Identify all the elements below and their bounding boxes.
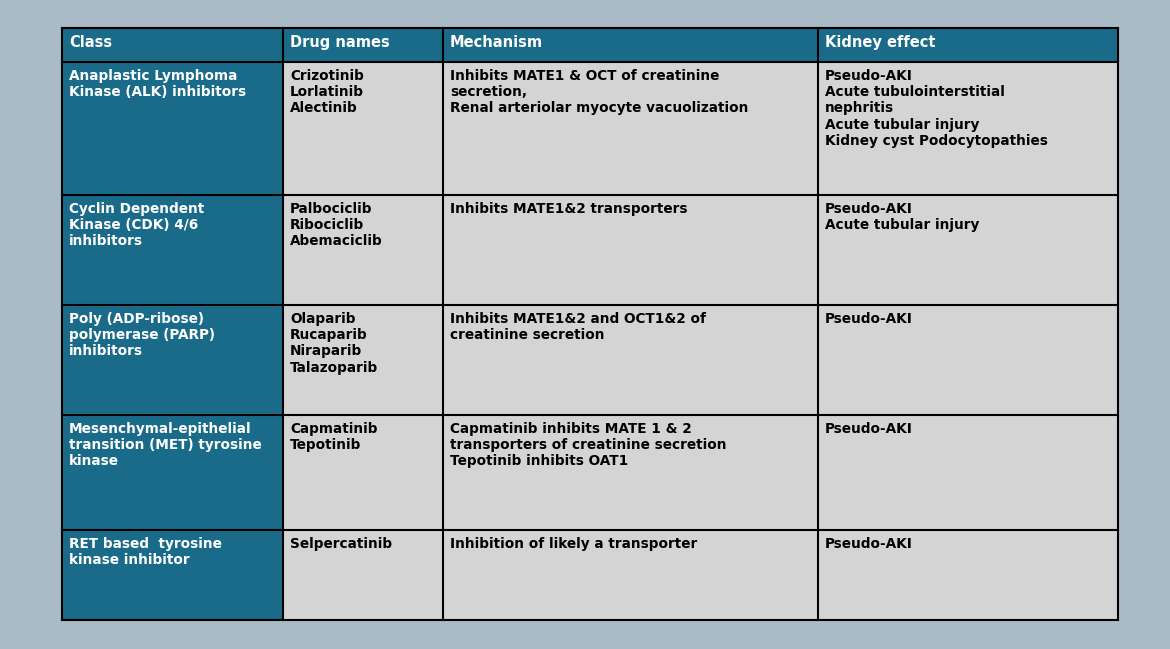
Text: Inhibits MATE1&2 transporters: Inhibits MATE1&2 transporters: [450, 202, 688, 216]
Bar: [818, 62, 1119, 195]
Bar: [443, 195, 818, 305]
Text: Capmatinib
Tepotinib: Capmatinib Tepotinib: [290, 422, 378, 452]
Text: Mesenchymal-epithelial
transition (MET) tyrosine
kinase: Mesenchymal-epithelial transition (MET) …: [69, 422, 262, 469]
Bar: [818, 28, 1119, 62]
Bar: [62, 195, 283, 305]
Text: Olaparib
Rucaparib
Niraparib
Talazoparib: Olaparib Rucaparib Niraparib Talazoparib: [290, 312, 378, 374]
Text: Drug names: Drug names: [290, 35, 390, 50]
Text: Inhibits MATE1&2 and OCT1&2 of
creatinine secretion: Inhibits MATE1&2 and OCT1&2 of creatinin…: [450, 312, 706, 342]
Bar: [283, 62, 443, 195]
Bar: [62, 530, 283, 620]
Text: Pseudo-AKI: Pseudo-AKI: [825, 312, 913, 326]
Text: Pseudo-AKI: Pseudo-AKI: [825, 537, 913, 551]
Text: Capmatinib inhibits MATE 1 & 2
transporters of creatinine secretion
Tepotinib in: Capmatinib inhibits MATE 1 & 2 transport…: [450, 422, 727, 469]
Text: Selpercatinib: Selpercatinib: [290, 537, 392, 551]
Text: Kidney effect: Kidney effect: [825, 35, 936, 50]
Bar: [283, 530, 443, 620]
Bar: [62, 62, 283, 195]
Text: Pseudo-AKI
Acute tubular injury: Pseudo-AKI Acute tubular injury: [825, 202, 979, 232]
Bar: [818, 305, 1119, 415]
Text: Cyclin Dependent
Kinase (CDK) 4/6
inhibitors: Cyclin Dependent Kinase (CDK) 4/6 inhibi…: [69, 202, 205, 249]
Bar: [62, 28, 283, 62]
Bar: [62, 305, 283, 415]
Text: Inhibition of likely a transporter: Inhibition of likely a transporter: [450, 537, 697, 551]
Text: Mechanism: Mechanism: [450, 35, 543, 50]
Bar: [443, 28, 818, 62]
Bar: [443, 530, 818, 620]
Bar: [818, 530, 1119, 620]
Bar: [283, 415, 443, 530]
Text: Palbociclib
Ribociclib
Abemaciclib: Palbociclib Ribociclib Abemaciclib: [290, 202, 383, 249]
Text: Pseudo-AKI: Pseudo-AKI: [825, 422, 913, 436]
Text: RET based  tyrosine
kinase inhibitor: RET based tyrosine kinase inhibitor: [69, 537, 222, 567]
Bar: [62, 415, 283, 530]
Bar: [283, 195, 443, 305]
Bar: [443, 305, 818, 415]
Text: Poly (ADP-ribose)
polymerase (PARP)
inhibitors: Poly (ADP-ribose) polymerase (PARP) inhi…: [69, 312, 215, 358]
Text: Class: Class: [69, 35, 112, 50]
Bar: [283, 305, 443, 415]
Text: Pseudo-AKI
Acute tubulointerstitial
nephritis
Acute tubular injury
Kidney cyst P: Pseudo-AKI Acute tubulointerstitial neph…: [825, 69, 1048, 148]
Bar: [443, 62, 818, 195]
Bar: [443, 415, 818, 530]
Bar: [818, 195, 1119, 305]
Text: Inhibits MATE1 & OCT of creatinine
secretion,
Renal arteriolar myocyte vacuoliza: Inhibits MATE1 & OCT of creatinine secre…: [450, 69, 749, 116]
Bar: [818, 415, 1119, 530]
Text: Anaplastic Lymphoma
Kinase (ALK) inhibitors: Anaplastic Lymphoma Kinase (ALK) inhibit…: [69, 69, 246, 99]
Bar: [283, 28, 443, 62]
Text: Crizotinib
Lorlatinib
Alectinib: Crizotinib Lorlatinib Alectinib: [290, 69, 364, 116]
